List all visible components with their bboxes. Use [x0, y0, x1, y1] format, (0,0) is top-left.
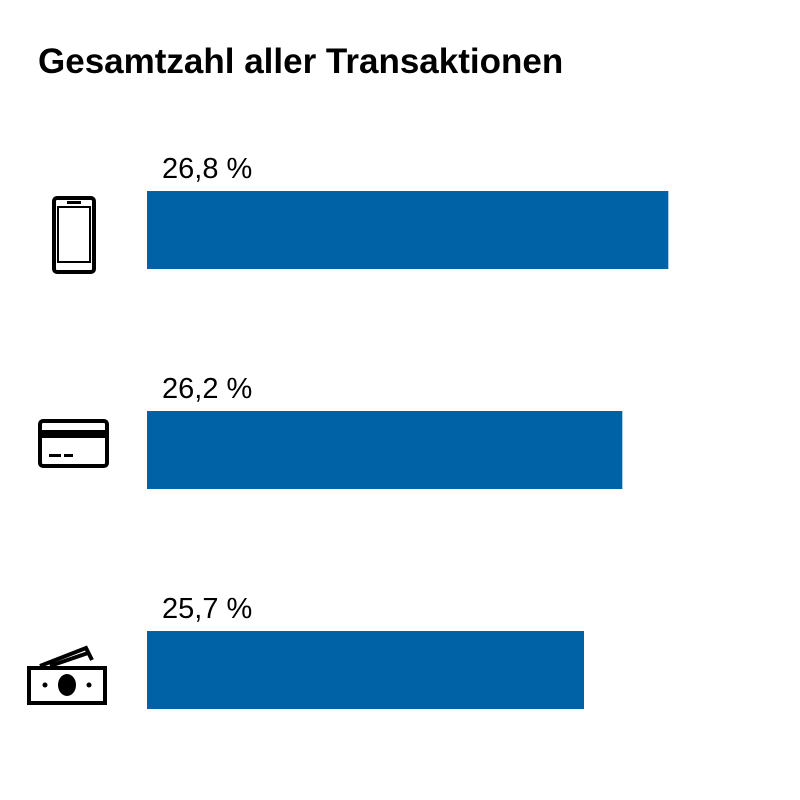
phone-icon	[52, 196, 96, 274]
cash-icon	[27, 645, 107, 705]
chart-title: Gesamtzahl aller Transaktionen	[38, 42, 563, 81]
value-label: 26,8 %	[162, 153, 252, 185]
value-label: 25,7 %	[162, 593, 252, 625]
card-icon	[38, 419, 109, 468]
bar	[147, 191, 669, 269]
bar	[147, 411, 623, 489]
value-label: 26,2 %	[162, 373, 252, 405]
bar	[147, 631, 584, 709]
